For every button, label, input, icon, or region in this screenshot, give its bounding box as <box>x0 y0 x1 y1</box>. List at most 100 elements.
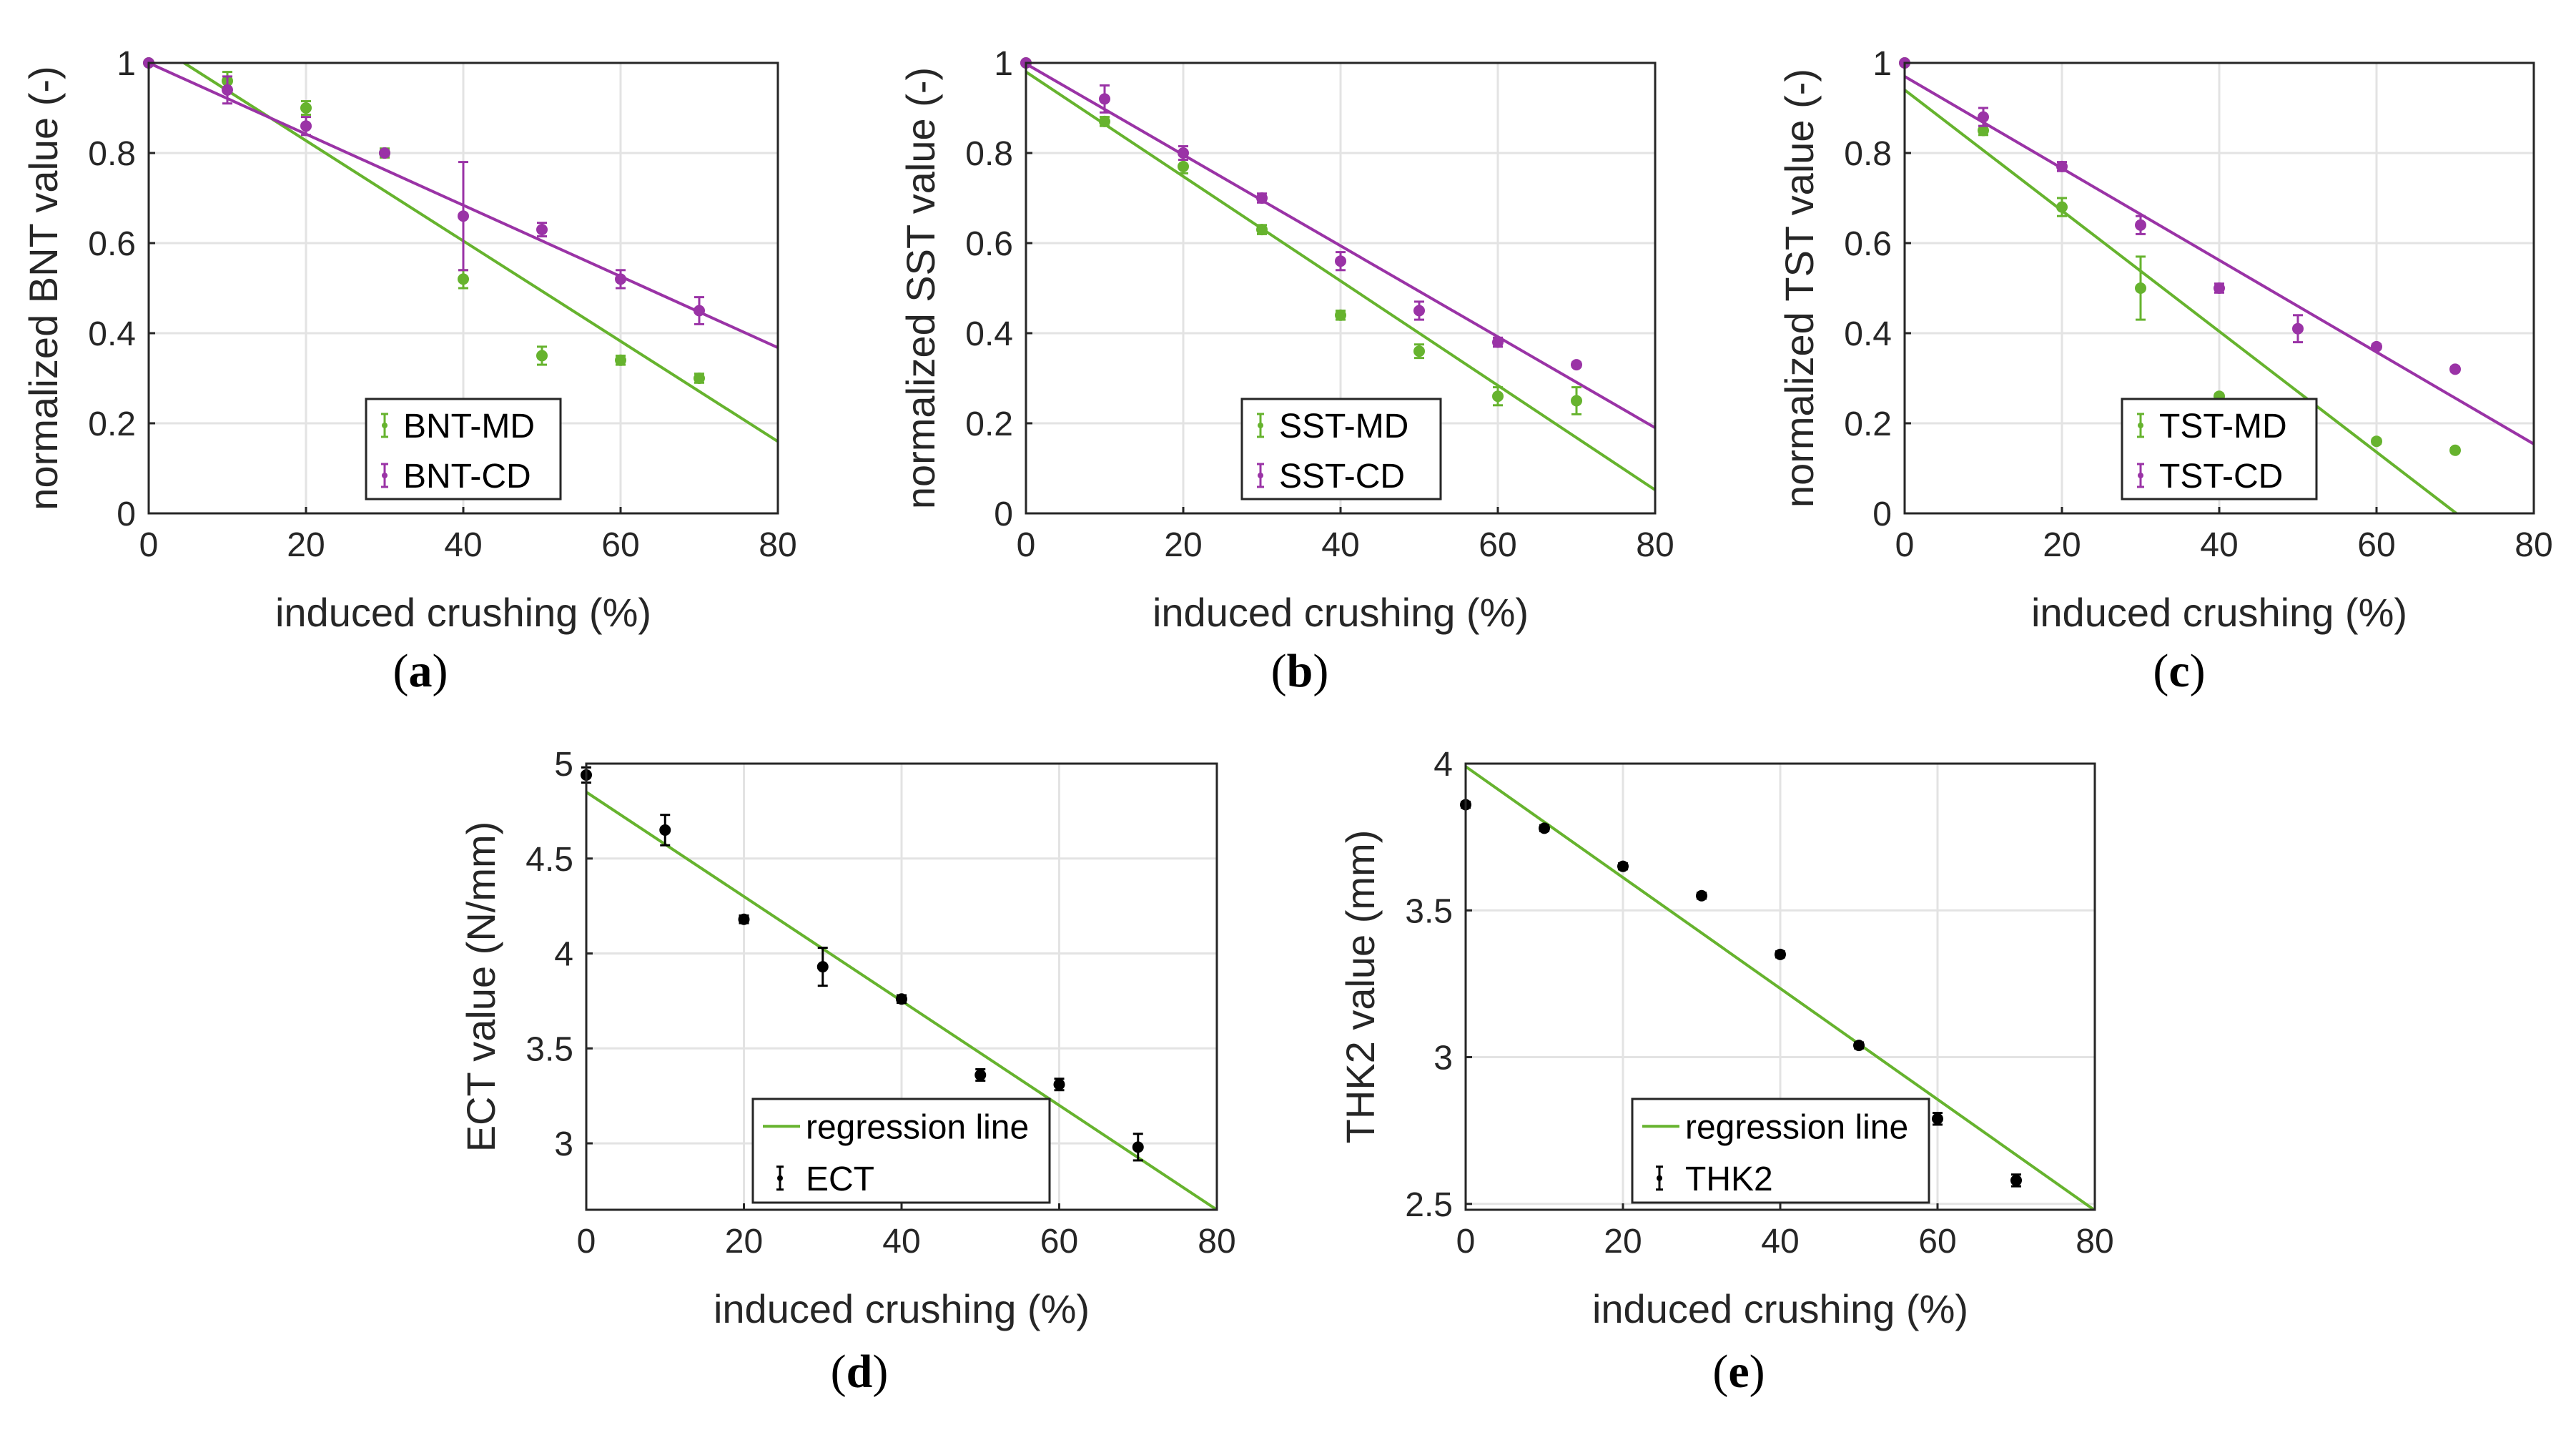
panel-e-legend-label-thk2: THK2 <box>1685 1160 1773 1198</box>
x-tick-label: 20 <box>2043 526 2081 564</box>
fit-line-tst-md <box>1905 89 2459 513</box>
data-marker <box>2449 444 2461 456</box>
data-point <box>1978 107 1989 127</box>
data-marker <box>2371 435 2382 448</box>
panel-b-legend-label-cd: SST-CD <box>1279 458 1405 495</box>
data-marker <box>1413 345 1425 357</box>
data-marker <box>1256 224 1268 236</box>
y-tick-label: 3.5 <box>1405 892 1453 930</box>
data-point <box>659 814 671 847</box>
data-point <box>1099 84 1110 114</box>
data-point <box>1617 860 1629 872</box>
data-point <box>615 269 626 290</box>
panel-e-x-axis-label: induced crushing (%) <box>1592 1286 1968 1331</box>
data-marker <box>1099 115 1110 127</box>
data-point <box>974 1068 987 1082</box>
panel-b-legend-label-md: SST-MD <box>1279 408 1408 445</box>
panel-a-legend-box <box>365 398 562 500</box>
y-tick-label: 0.2 <box>88 405 136 443</box>
data-point <box>2135 214 2146 235</box>
data-point <box>2449 363 2461 375</box>
data-point <box>816 947 829 987</box>
data-marker <box>1539 822 1550 834</box>
panel-e-fit-lines <box>1466 765 2095 1210</box>
data-point <box>1492 336 1504 348</box>
y-tick-label: 0.6 <box>1844 225 1892 263</box>
x-tick-label: 40 <box>2200 526 2238 564</box>
x-tick-label: 0 <box>1017 526 1036 564</box>
panel-a-legend-label-cd: BNT-CD <box>403 458 531 495</box>
y-tick-label: 4 <box>1433 746 1453 784</box>
data-marker <box>1617 860 1629 872</box>
data-point <box>458 161 469 272</box>
data-marker <box>1335 309 1346 321</box>
data-marker <box>1178 160 1189 172</box>
data-marker <box>896 993 907 1005</box>
data-marker <box>536 350 548 362</box>
legend-errorbar-icon <box>381 463 388 488</box>
data-point <box>2292 314 2304 344</box>
panel-b: 0 20 40 60 80 0 0.2 0.4 0.6 0.8 1 induced crushing… <box>898 45 1674 697</box>
panel-d-y-axis-label: ECT value (N/mm) <box>458 822 503 1153</box>
data-point <box>1256 192 1268 204</box>
panel-e: 0 20 40 60 80 2.5 3 3.5 4 induced crushing (%) T… <box>1338 746 2114 1398</box>
data-point <box>300 100 312 116</box>
y-tick-label: 0.8 <box>1844 135 1892 173</box>
x-tick-label: 0 <box>577 1223 596 1261</box>
panel-a-y-axis-label: normalized BNT value (-) <box>21 66 66 510</box>
data-marker <box>1132 1141 1144 1153</box>
data-marker <box>1932 1113 1943 1125</box>
x-tick-label: 0 <box>1456 1223 1476 1261</box>
y-tick-label: 5 <box>554 746 573 784</box>
data-marker <box>694 373 705 384</box>
x-tick-label: 40 <box>882 1223 920 1261</box>
fit-line-sst-md <box>1026 70 1655 491</box>
y-tick-label: 0.6 <box>965 225 1013 263</box>
data-point <box>738 913 750 925</box>
panel-b-x-axis-label: induced crushing (%) <box>1153 590 1529 635</box>
data-marker <box>1978 124 1989 137</box>
data-marker <box>1696 889 1707 902</box>
regression-line <box>1466 765 2095 1210</box>
legend-errorbar-icon <box>1656 1165 1663 1191</box>
panel-e-legend-label-regression: regression line <box>1685 1108 1908 1146</box>
x-tick-label: 60 <box>2357 526 2395 564</box>
data-marker <box>615 354 626 366</box>
data-marker <box>738 913 750 925</box>
data-marker <box>2292 322 2304 335</box>
x-tick-label: 0 <box>139 526 159 564</box>
y-tick-label: 1 <box>994 45 1013 83</box>
y-tick-label: 1 <box>1872 45 1892 83</box>
data-marker <box>1335 255 1346 267</box>
data-point <box>1571 386 1582 415</box>
data-point <box>458 269 469 290</box>
data-point <box>1775 948 1786 960</box>
data-marker <box>816 961 829 973</box>
panel-a-legend: BNT-MD BNT-CD <box>365 398 562 500</box>
panel-e-legend-box <box>1631 1098 1930 1204</box>
y-tick-label: 2.5 <box>1405 1186 1453 1224</box>
legend-marker <box>777 1175 783 1181</box>
data-point <box>2371 435 2382 448</box>
panel-c-tick-labels: 0 20 40 60 80 0 0.2 0.4 0.6 0.8 1 <box>1844 45 2552 564</box>
data-marker <box>1853 1040 1865 1052</box>
y-tick-label: 0 <box>117 495 136 533</box>
data-marker <box>222 84 233 96</box>
x-tick-label: 40 <box>444 526 482 564</box>
data-marker <box>974 1069 987 1081</box>
data-point <box>2056 197 2068 217</box>
data-marker <box>1571 395 1582 407</box>
panel-b-data-points <box>1020 57 1582 415</box>
panel-a: 0 20 40 60 80 0 0.2 0.4 0.6 0.8 1 induced crushing… <box>21 45 797 697</box>
data-point <box>222 75 233 105</box>
data-marker <box>2135 282 2146 294</box>
data-marker <box>2056 201 2068 213</box>
data-point <box>2010 1173 2022 1188</box>
panel-b-caption: (b) <box>1271 645 1329 697</box>
y-tick-label: 3.5 <box>525 1030 573 1068</box>
y-tick-label: 0.8 <box>965 135 1013 173</box>
x-tick-label: 40 <box>1761 1223 1799 1261</box>
panel-c-legend: TST-MD TST-CD <box>2121 398 2318 500</box>
data-point <box>1932 1112 1943 1126</box>
panel-c-caption: (c) <box>2153 645 2205 697</box>
